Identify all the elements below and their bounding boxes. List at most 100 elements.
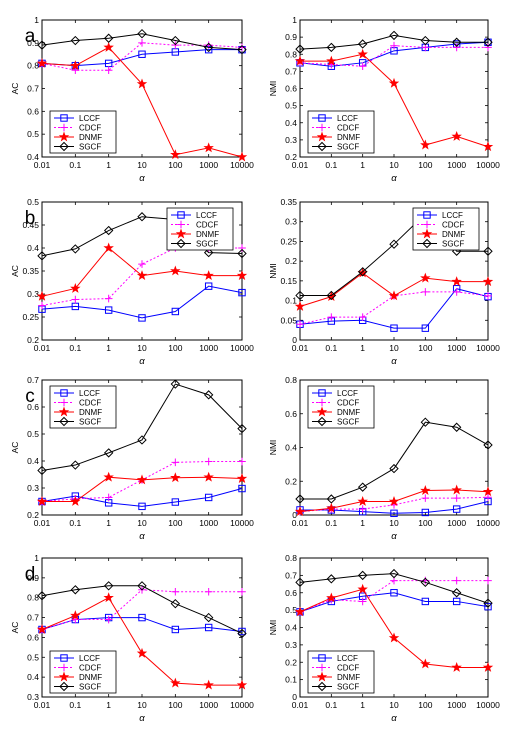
x-axis-label: α bbox=[139, 173, 145, 184]
x-tick-label: 100 bbox=[168, 160, 182, 170]
series-line bbox=[299, 573, 489, 604]
legend-marker bbox=[59, 141, 69, 152]
x-tick-label: 1 bbox=[360, 343, 365, 353]
y-tick-label: 1 bbox=[34, 15, 39, 25]
x-axis-label: α bbox=[391, 173, 397, 184]
series-dnmf bbox=[294, 583, 494, 672]
x-tick-label: 0.01 bbox=[34, 343, 51, 353]
series-cdcf bbox=[38, 585, 246, 634]
legend-marker bbox=[60, 654, 68, 662]
legend-label: SGCF bbox=[196, 240, 218, 249]
series-dnmf bbox=[36, 41, 248, 162]
data-point bbox=[170, 677, 181, 688]
data-point bbox=[389, 239, 399, 249]
legend-marker bbox=[58, 671, 70, 682]
data-point bbox=[420, 139, 431, 150]
legend-label: LCCF bbox=[196, 211, 217, 220]
y-tick-label: 0.1 bbox=[285, 675, 297, 685]
legend-marker bbox=[60, 663, 68, 672]
data-point bbox=[357, 267, 368, 277]
data-point bbox=[138, 50, 146, 58]
legend-label: LCCF bbox=[79, 654, 100, 663]
data-point bbox=[103, 41, 114, 52]
y-axis-label: AC bbox=[10, 622, 20, 634]
data-point bbox=[452, 576, 461, 585]
legend-marker bbox=[59, 681, 69, 692]
y-tick-label: 0.6 bbox=[27, 632, 39, 642]
data-point bbox=[451, 130, 462, 141]
data-point bbox=[171, 307, 180, 316]
data-point bbox=[484, 493, 492, 502]
data-point bbox=[203, 390, 214, 400]
data-point bbox=[421, 494, 430, 502]
x-tick-label: 10000 bbox=[476, 343, 500, 353]
data-point bbox=[482, 661, 494, 672]
data-point bbox=[421, 324, 430, 332]
data-point bbox=[136, 647, 148, 658]
y-tick-label: 0.8 bbox=[27, 61, 39, 71]
legend-marker bbox=[318, 663, 326, 672]
x-tick-label: 1000 bbox=[447, 160, 466, 170]
x-tick-label: 10 bbox=[389, 160, 399, 170]
legend-label: SGCF bbox=[337, 418, 359, 427]
chart-panel-6: 0.01 0.1 1 10 100 1000 10000 0 0.2 0.4 0.6 0.8 α NMI L… bbox=[268, 375, 500, 542]
x-tick-label: 0.1 bbox=[325, 343, 337, 353]
x-tick-label: 1 bbox=[360, 700, 365, 710]
y-tick-label: 0.2 bbox=[285, 657, 297, 667]
legend-label: SGCF bbox=[442, 240, 464, 249]
data-point bbox=[389, 463, 399, 474]
legend-label: SGCF bbox=[337, 143, 359, 152]
legend-label: DNMF bbox=[337, 133, 360, 142]
series-sgcf bbox=[295, 568, 493, 608]
chart-panel-3: 0.01 0.1 1 10 100 1000 10000 0.2 0.25 0.3 0.35 0.4 0… bbox=[10, 197, 254, 367]
legend-label: CDCF bbox=[79, 664, 101, 673]
x-tick-label: 100 bbox=[418, 518, 432, 528]
x-tick-label: 1 bbox=[106, 343, 111, 353]
x-tick-label: 10000 bbox=[230, 518, 254, 528]
legend-marker bbox=[176, 238, 186, 249]
data-point bbox=[204, 623, 213, 632]
data-point bbox=[238, 288, 246, 297]
data-point bbox=[326, 494, 337, 504]
data-point bbox=[295, 44, 305, 54]
x-tick-label: 100 bbox=[418, 160, 432, 170]
y-tick-label: 0.4 bbox=[285, 443, 297, 453]
series-sgcf bbox=[37, 28, 247, 55]
data-point bbox=[71, 295, 80, 304]
data-point bbox=[171, 458, 180, 467]
legend-label: DNMF bbox=[79, 673, 102, 682]
data-point bbox=[37, 40, 47, 50]
data-point bbox=[388, 632, 400, 643]
y-tick-label: 0.2 bbox=[285, 476, 297, 486]
y-tick-label: 0 bbox=[292, 510, 297, 520]
data-point bbox=[296, 320, 304, 329]
data-point bbox=[36, 290, 48, 301]
y-tick-label: 0.4 bbox=[285, 623, 297, 633]
data-point bbox=[103, 242, 114, 253]
series-line bbox=[41, 285, 243, 319]
legend-label: SGCF bbox=[337, 683, 359, 692]
y-axis-label: NMI bbox=[268, 81, 278, 97]
data-point bbox=[103, 225, 114, 236]
legend-label: DNMF bbox=[337, 673, 360, 682]
data-point bbox=[326, 592, 337, 603]
x-tick-label: 0.01 bbox=[292, 700, 309, 710]
x-tick-label: 1000 bbox=[199, 518, 218, 528]
legend-marker bbox=[177, 220, 185, 229]
y-tick-label: 1 bbox=[34, 553, 39, 563]
legend-label: CDCF bbox=[442, 221, 464, 230]
chart-panel-7: 0.01 0.1 1 10 100 1000 10000 0.3 0.4 0.5 0.6 0.7 0.8… bbox=[10, 553, 254, 724]
data-point bbox=[137, 581, 147, 591]
y-axis-label: AC bbox=[10, 265, 20, 277]
x-tick-label: 100 bbox=[168, 518, 182, 528]
data-point bbox=[104, 493, 113, 502]
x-tick-label: 10 bbox=[389, 518, 399, 528]
y-tick-label: 0.8 bbox=[27, 593, 39, 603]
x-tick-label: 10000 bbox=[476, 160, 500, 170]
series-line bbox=[299, 34, 488, 50]
data-point bbox=[103, 592, 114, 603]
x-tick-label: 0.01 bbox=[292, 160, 309, 170]
y-tick-label: 0.6 bbox=[27, 106, 39, 116]
y-tick-label: 0.3 bbox=[285, 217, 297, 227]
